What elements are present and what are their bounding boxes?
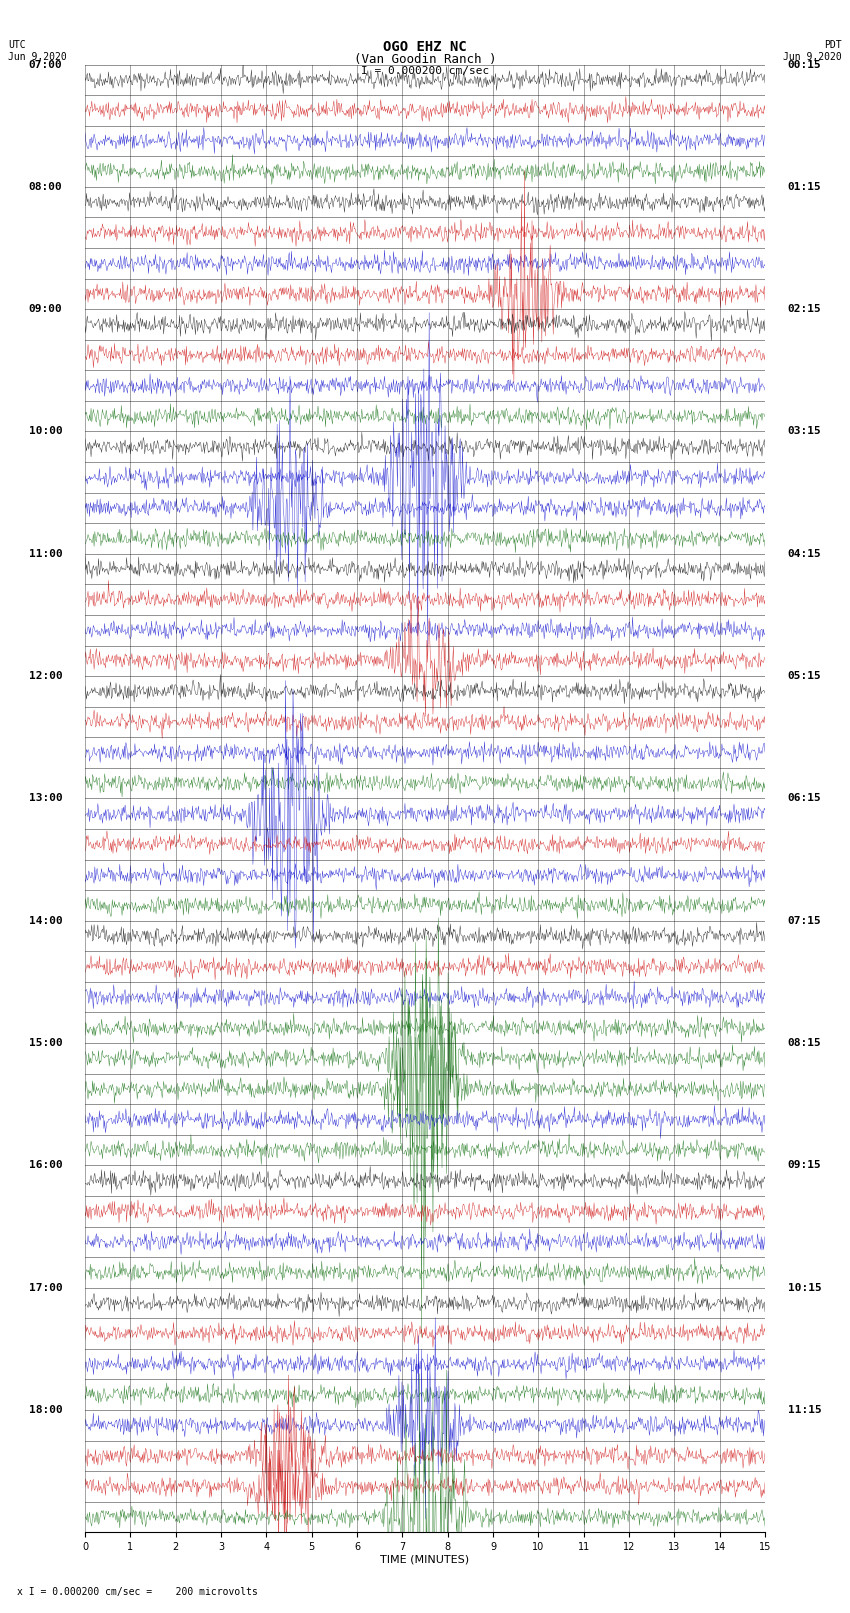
Text: 07:15: 07:15 [788,916,821,926]
Text: 11:00: 11:00 [29,548,62,558]
Text: 05:15: 05:15 [788,671,821,681]
Text: 00:15: 00:15 [788,60,821,69]
Text: 01:15: 01:15 [788,182,821,192]
Text: 14:00: 14:00 [29,916,62,926]
Text: 18:00: 18:00 [29,1405,62,1415]
Text: UTC
Jun 9,2020: UTC Jun 9,2020 [8,40,67,61]
Text: 08:00: 08:00 [29,182,62,192]
Text: x I = 0.000200 cm/sec =    200 microvolts: x I = 0.000200 cm/sec = 200 microvolts [17,1587,258,1597]
Text: 07:00: 07:00 [29,60,62,69]
Text: 12:00: 12:00 [29,671,62,681]
Text: 11:15: 11:15 [788,1405,821,1415]
Text: 10:00: 10:00 [29,426,62,437]
Text: PDT
Jun 9,2020: PDT Jun 9,2020 [783,40,842,61]
Text: (Van Goodin Ranch ): (Van Goodin Ranch ) [354,53,496,66]
Text: 09:00: 09:00 [29,305,62,315]
Text: 15:00: 15:00 [29,1039,62,1048]
X-axis label: TIME (MINUTES): TIME (MINUTES) [381,1555,469,1565]
Text: 06:15: 06:15 [788,794,821,803]
Text: 04:15: 04:15 [788,548,821,558]
Text: OGO EHZ NC: OGO EHZ NC [383,40,467,55]
Text: 10:15: 10:15 [788,1282,821,1292]
Text: 02:15: 02:15 [788,305,821,315]
Text: 17:00: 17:00 [29,1282,62,1292]
Text: I = 0.000200 cm/sec: I = 0.000200 cm/sec [361,66,489,76]
Text: 09:15: 09:15 [788,1160,821,1171]
Text: 08:15: 08:15 [788,1039,821,1048]
Text: 03:15: 03:15 [788,426,821,437]
Text: 16:00: 16:00 [29,1160,62,1171]
Text: 13:00: 13:00 [29,794,62,803]
